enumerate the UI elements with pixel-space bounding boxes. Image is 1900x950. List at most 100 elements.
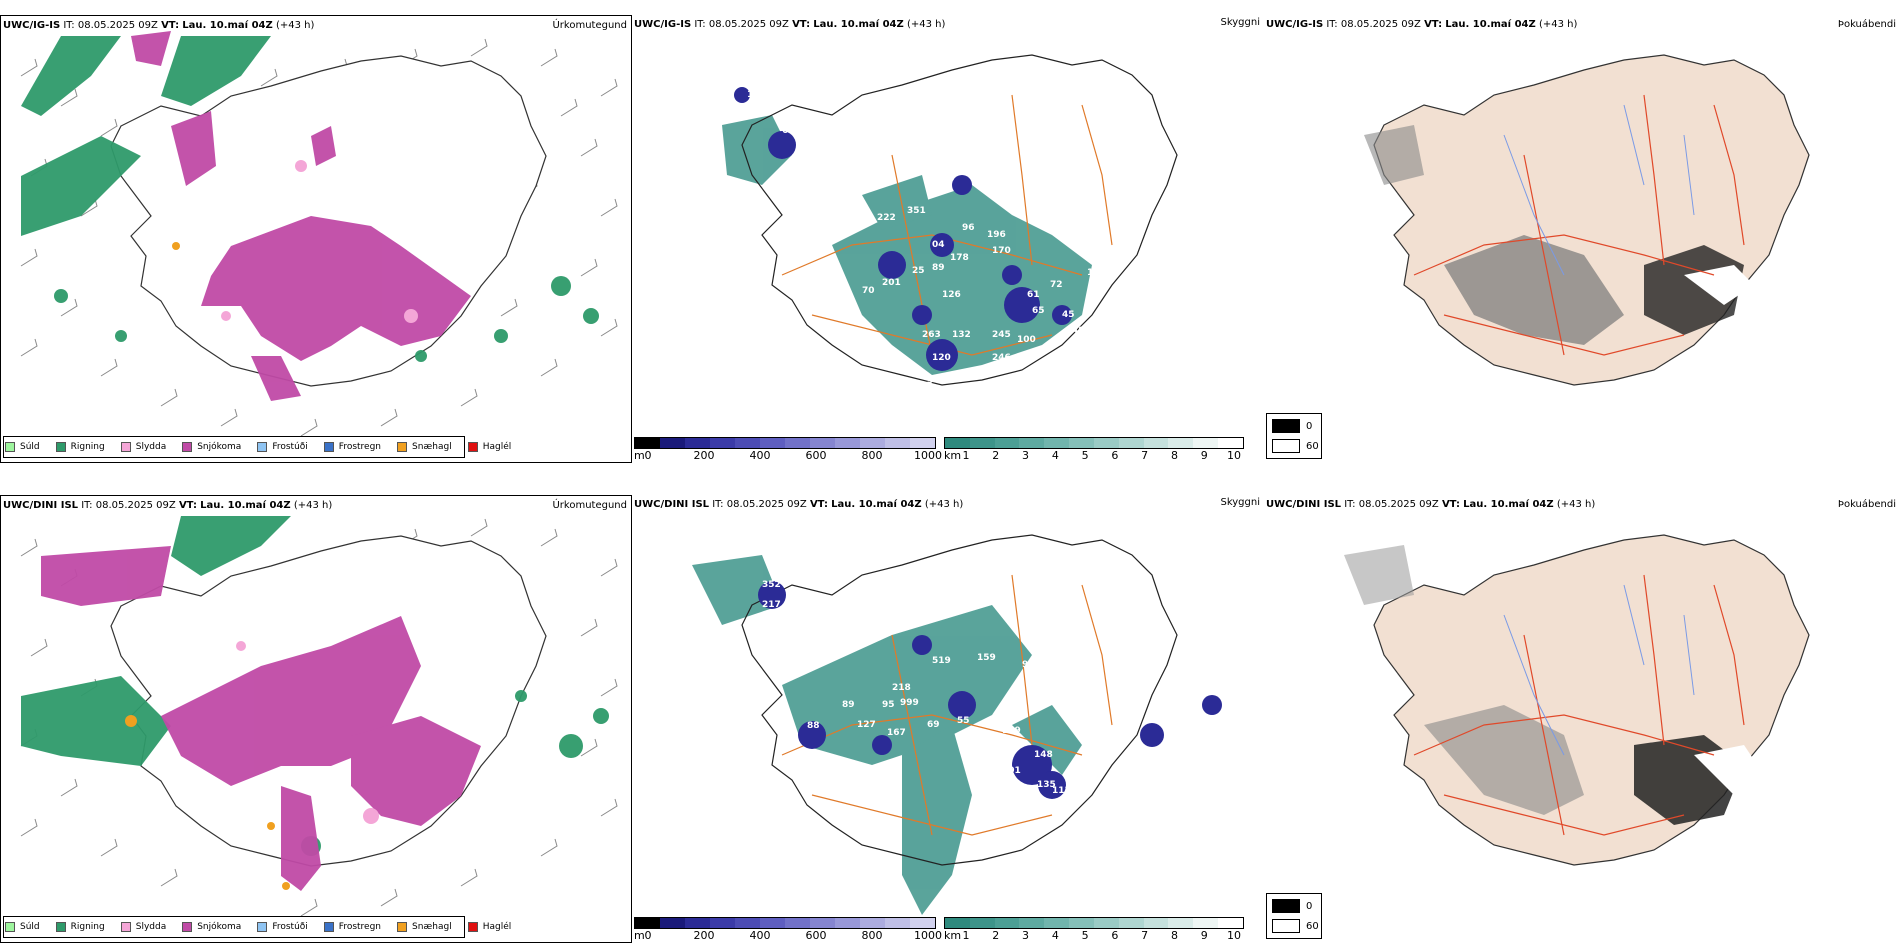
visibility-value-label: 68 xyxy=(782,126,795,136)
colorbar-segment xyxy=(660,918,685,928)
colorbar-tick-label: 0 xyxy=(644,929,652,942)
visibility-value-label: 999 xyxy=(900,698,919,708)
visibility-value-label: 55 xyxy=(957,716,970,726)
visibility-value-label: 25 xyxy=(912,266,925,276)
visibility-value-label: 352 xyxy=(762,580,781,590)
colorbar-tick-label: 800 xyxy=(861,929,883,942)
visibility-value-label: 65 xyxy=(1032,306,1045,316)
visibility-panel-top: 68 84 999 949 101 157 75 222 351 96 04 178 196 170 89 2… xyxy=(632,15,1264,463)
legend-swatch xyxy=(257,442,268,452)
m-unit-label: m xyxy=(634,449,645,462)
visibility-value-label: 113 xyxy=(1052,786,1071,796)
visibility-value-label: 118 xyxy=(1012,788,1031,798)
precip-snow-pellets xyxy=(125,715,290,890)
colorbar-segment xyxy=(785,918,810,928)
colorbar-segment xyxy=(1168,918,1194,928)
colorbar-segment xyxy=(635,918,660,928)
colorbar-segment xyxy=(685,438,710,448)
legend-swatch xyxy=(397,442,408,452)
legend-item-freezing-drizzle: Frostúði xyxy=(257,922,308,932)
panel-header: UWC/IG-IS IT: 08.05.2025 09Z VT: Lau. 10… xyxy=(3,20,315,31)
colorbar-segment xyxy=(735,438,760,448)
visibility-value-label: 971 xyxy=(1022,660,1041,670)
legend-item-freezing-drizzle: Frostúði xyxy=(257,442,308,452)
road-network xyxy=(781,94,1113,356)
visibility-m-field xyxy=(734,87,1072,371)
colorbar-tick-label: 5 xyxy=(1081,449,1089,462)
colorbar-segment xyxy=(685,918,710,928)
visibility-panel-bottom: 112 352 129 682 217 96 120 166 76 519 159 971 218 89 9… xyxy=(632,495,1264,943)
precip-type-map-top xyxy=(20,31,618,437)
colorbar-tick-label: 600 xyxy=(805,929,827,942)
precip-legend-frame xyxy=(3,916,465,938)
colorbar-segment xyxy=(785,438,810,448)
visibility-value-label: 263 xyxy=(922,330,941,340)
colorbar-tick-label: 2 xyxy=(992,449,1000,462)
visibility-value-label: 61 xyxy=(1027,290,1040,300)
colorbar-segment xyxy=(1019,438,1045,448)
panel-header: UWC/DINI ISL IT: 08.05.2025 09Z VT: Lau.… xyxy=(3,500,333,511)
legend-item-sleet: Slydda xyxy=(120,922,166,932)
colorbar-tick-label: 600 xyxy=(805,449,827,462)
visibility-m-colorbar xyxy=(634,437,936,449)
legend-swatch xyxy=(182,442,193,452)
legend-item-freezing-rain: Frostregn xyxy=(323,442,381,452)
colorbar-segment xyxy=(735,918,760,928)
panel-title: Skyggni xyxy=(1220,497,1260,508)
legend-item-freezing-rain: Frostregn xyxy=(323,922,381,932)
fog-legend-row: 60 xyxy=(1272,919,1319,933)
colorbar-segment xyxy=(1168,438,1194,448)
colorbar-segment xyxy=(945,438,970,448)
precip-legend-frame xyxy=(3,436,465,458)
visibility-value-label: 88 xyxy=(807,721,820,731)
iceland-landmass xyxy=(1373,534,1810,866)
colorbar-tick-label: 4 xyxy=(1051,449,1059,462)
legend-item-snow: Snjókoma xyxy=(182,922,241,932)
colorbar-segment xyxy=(1193,918,1219,928)
colorbar-segment xyxy=(885,438,910,448)
fog-panel-top: Þokuábendi UWC/IG-IS IT: 08.05.2025 09Z … xyxy=(1264,15,1900,463)
legend-swatch xyxy=(397,922,408,932)
legend-swatch xyxy=(323,922,334,932)
visibility-value-label: 170 xyxy=(992,246,1011,256)
colorbar-segment xyxy=(860,438,885,448)
visibility-value-label: 167 xyxy=(887,728,906,738)
panel-title: Þokuábendi xyxy=(1837,19,1896,30)
precip-legend: Súld Rigning Slydda Snjókoma Frostúði Fr… xyxy=(5,438,527,456)
colorbar-segment xyxy=(994,918,1020,928)
visibility-value-label: 96 xyxy=(962,223,975,233)
visibility-m-field xyxy=(758,581,1222,799)
colorbar-segment xyxy=(1143,438,1169,448)
visibility-value-label: 112 xyxy=(654,586,673,596)
visibility-value-label: 50 xyxy=(950,374,963,384)
colorbar-segment xyxy=(760,438,785,448)
visibility-value-label: 245 xyxy=(992,330,1011,340)
panel-title: Úrkomutegund xyxy=(552,500,627,511)
fog-legend-swatch xyxy=(1272,419,1300,433)
visibility-value-labels: 112 352 129 682 217 96 120 166 76 519 159 971 218 89 9… xyxy=(654,570,1071,896)
legend-swatch xyxy=(120,922,131,932)
panel-title: Þokuábendi xyxy=(1837,499,1896,510)
legend-item-drizzle: Súld xyxy=(5,922,40,932)
legend-swatch xyxy=(55,442,66,452)
colorbar-tick-label: 9 xyxy=(1200,929,1208,942)
legend-item-rain: Rigning xyxy=(55,442,105,452)
visibility-value-label: 120 xyxy=(932,353,951,363)
visibility-km-field xyxy=(722,115,1092,375)
colorbar-segment xyxy=(835,918,860,928)
visibility-value-label: 46 xyxy=(1002,886,1015,896)
visibility-value-labels: 68 84 999 949 101 157 75 222 351 96 04 178 196 170 89 2… xyxy=(747,90,1106,386)
fog-legend-row: 0 xyxy=(1272,419,1312,433)
legend-item-hail: Haglél xyxy=(467,442,511,452)
visibility-m-colorbar xyxy=(634,917,936,929)
m-unit-label: m xyxy=(634,929,645,942)
visibility-value-label: 96 xyxy=(797,590,810,600)
colorbar-segment xyxy=(1218,918,1243,928)
visibility-value-label: 101 xyxy=(1002,766,1021,776)
colorbar-segment xyxy=(635,438,660,448)
visibility-value-label: 95 xyxy=(882,700,895,710)
fog-legend-row: 0 xyxy=(1272,899,1312,913)
visibility-value-label: 120 xyxy=(822,606,841,616)
visibility-value-label: 89 xyxy=(932,263,945,273)
visibility-value-label: 159 xyxy=(977,653,996,663)
